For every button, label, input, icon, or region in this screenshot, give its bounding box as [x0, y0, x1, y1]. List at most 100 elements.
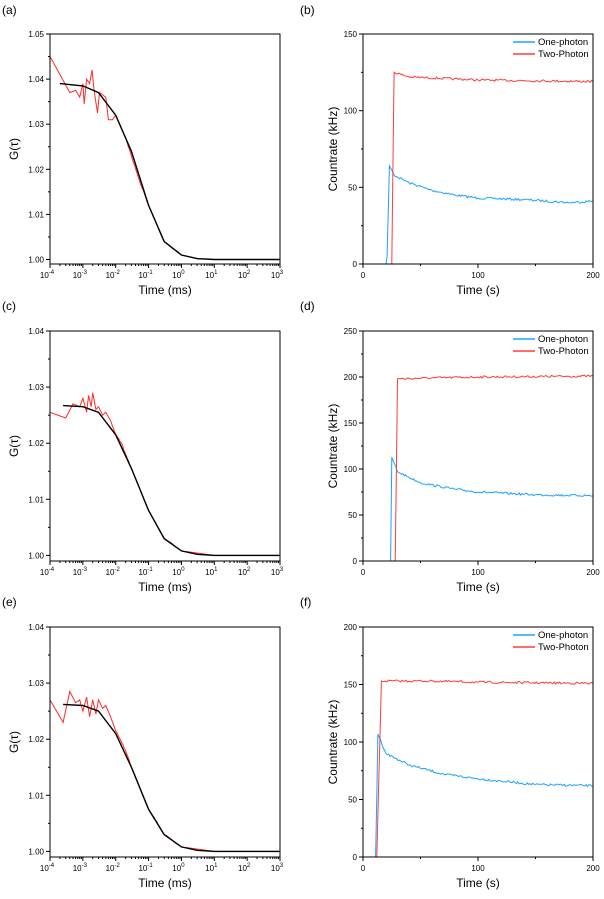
x-tick-label: 200 — [586, 864, 600, 873]
legend-label: One-photon — [538, 630, 588, 641]
tick-exponent: -3 — [82, 863, 88, 869]
legend-label: Two-Photon — [538, 49, 589, 60]
tick-base: 10 — [40, 568, 49, 577]
y-tick-label: 50 — [348, 183, 357, 192]
tick-base: 10 — [238, 271, 247, 280]
tick-exponent: -4 — [49, 863, 55, 869]
tick-base: 10 — [172, 271, 181, 280]
chart-panel-b: (b) 0 50 100 150 0 100 200 Time (s) Countrate (kH… — [300, 3, 600, 297]
y-tick-label: 1.01 — [28, 210, 44, 219]
tick-base: 10 — [73, 864, 82, 873]
y-tick-label: 1.03 — [28, 679, 44, 688]
panel-label: (b) — [300, 3, 315, 17]
tick-exponent: 1 — [214, 270, 218, 276]
y-axis-label: Countrate (kHz) — [326, 404, 340, 489]
series-line-data — [50, 392, 280, 556]
x-tick-label: 103 — [271, 567, 284, 577]
y-tick-label: 200 — [344, 373, 358, 382]
tick-base: 10 — [205, 271, 214, 280]
plot-frame — [362, 626, 594, 858]
x-tick-label: 103 — [271, 863, 284, 873]
y-tick-label: 1.00 — [28, 847, 44, 856]
x-tick-label: 200 — [586, 271, 600, 280]
tick-exponent: -3 — [82, 567, 88, 573]
x-axis-label: Time (s) — [456, 876, 500, 890]
x-tick-label: 10-1 — [138, 863, 153, 873]
x-tick-label: 101 — [205, 270, 218, 280]
x-tick-label: 10-2 — [106, 270, 121, 280]
y-tick-label: 150 — [344, 419, 358, 428]
tick-exponent: -4 — [49, 567, 55, 573]
panel-label: (a) — [2, 3, 17, 17]
y-tick-label: 1.04 — [28, 327, 44, 336]
y-tick-label: 150 — [344, 30, 358, 39]
tick-exponent: 2 — [247, 863, 251, 869]
y-tick-label: 200 — [344, 623, 358, 632]
x-tick-label: 0 — [361, 271, 366, 280]
x-tick-label: 10-2 — [106, 567, 121, 577]
x-tick-label: 10-3 — [73, 567, 88, 577]
tick-base: 10 — [138, 271, 147, 280]
tick-base: 10 — [40, 864, 49, 873]
y-tick-label: 1.05 — [28, 30, 44, 39]
panel-label: (e) — [2, 595, 17, 609]
x-tick-label: 100 — [471, 864, 485, 873]
y-tick-label: 150 — [344, 681, 358, 690]
tick-base: 10 — [271, 568, 280, 577]
y-tick-label: 1.01 — [28, 791, 44, 800]
x-tick-label: 101 — [205, 863, 218, 873]
x-tick-label: 100 — [172, 270, 185, 280]
y-tick-label: 0 — [353, 853, 358, 862]
plot-frame — [362, 330, 594, 562]
x-tick-label: 100 — [471, 271, 485, 280]
series-line-two-photon — [363, 374, 593, 561]
legend-label: One-photon — [538, 37, 588, 48]
y-tick-label: 50 — [348, 796, 357, 805]
panel-label: (d) — [300, 299, 315, 313]
y-tick-label: 1.04 — [28, 75, 44, 84]
y-tick-label: 100 — [344, 465, 358, 474]
y-tick-label: 0 — [353, 260, 358, 269]
x-tick-label: 10-4 — [40, 270, 55, 280]
tick-exponent: -2 — [114, 567, 120, 573]
legend-label: Two-Photon — [538, 346, 589, 357]
x-tick-label: 102 — [238, 567, 251, 577]
tick-exponent: -1 — [147, 270, 153, 276]
chart-panel-f: (f) 0 50 100 150 200 0 100 200 Time (s) Countrate … — [300, 595, 600, 890]
tick-exponent: 3 — [280, 863, 284, 869]
tick-base: 10 — [238, 568, 247, 577]
tick-base: 10 — [205, 864, 214, 873]
tick-base: 10 — [271, 271, 280, 280]
y-tick-label: 1.02 — [28, 735, 44, 744]
x-tick-label: 10-2 — [106, 863, 121, 873]
y-tick-label: 0 — [353, 557, 358, 566]
tick-base: 10 — [106, 864, 115, 873]
series-line-one-photon — [363, 164, 593, 264]
tick-base: 10 — [172, 864, 181, 873]
y-axis-label: G(τ) — [7, 435, 21, 457]
series-line-data — [50, 690, 280, 852]
x-tick-label: 10-4 — [40, 567, 55, 577]
tick-base: 10 — [238, 864, 247, 873]
x-tick-label: 100 — [471, 568, 485, 577]
x-tick-label: 0 — [361, 864, 366, 873]
plot-frame — [49, 626, 281, 858]
tick-exponent: -1 — [147, 567, 153, 573]
y-axis-label: Countrate (kHz) — [326, 107, 340, 192]
x-tick-label: 100 — [172, 567, 185, 577]
tick-exponent: 0 — [181, 863, 185, 869]
tick-base: 10 — [271, 864, 280, 873]
series-line-fit — [63, 404, 280, 557]
tick-base: 10 — [138, 864, 147, 873]
tick-base: 10 — [106, 271, 115, 280]
legend-label: Two-Photon — [538, 642, 589, 653]
y-tick-label: 100 — [344, 738, 358, 747]
y-tick-label: 1.03 — [28, 383, 44, 392]
tick-base: 10 — [106, 568, 115, 577]
y-tick-label: 1.00 — [28, 255, 44, 264]
x-tick-label: 103 — [271, 270, 284, 280]
tick-exponent: -3 — [82, 270, 88, 276]
